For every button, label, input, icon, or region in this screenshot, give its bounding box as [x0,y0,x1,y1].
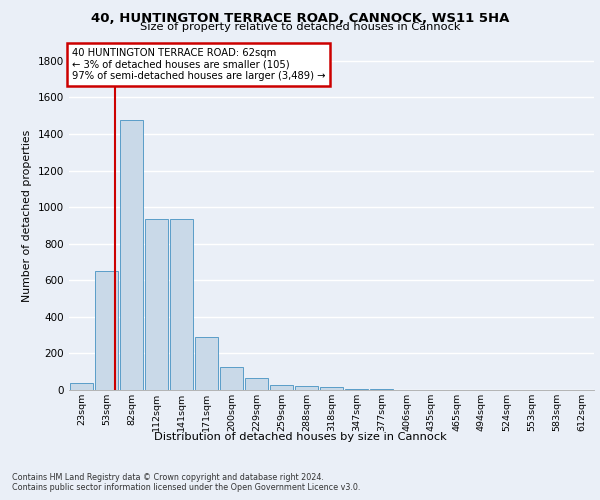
Bar [370,388,393,390]
Bar [295,386,318,390]
Text: Distribution of detached houses by size in Cannock: Distribution of detached houses by size … [154,432,446,442]
Text: Contains public sector information licensed under the Open Government Licence v3: Contains public sector information licen… [12,484,361,492]
Bar [245,378,268,390]
Text: Size of property relative to detached houses in Cannock: Size of property relative to detached ho… [140,22,460,32]
Bar [270,386,293,390]
Bar [320,388,343,390]
Bar [145,219,168,390]
Text: Contains HM Land Registry data © Crown copyright and database right 2024.: Contains HM Land Registry data © Crown c… [12,472,324,482]
Bar [95,271,118,390]
Text: 40, HUNTINGTON TERRACE ROAD, CANNOCK, WS11 5HA: 40, HUNTINGTON TERRACE ROAD, CANNOCK, WS… [91,12,509,26]
Bar [345,388,368,390]
Bar [195,337,218,390]
Bar [220,367,243,390]
Y-axis label: Number of detached properties: Number of detached properties [22,130,32,302]
Text: 40 HUNTINGTON TERRACE ROAD: 62sqm
← 3% of detached houses are smaller (105)
97% : 40 HUNTINGTON TERRACE ROAD: 62sqm ← 3% o… [71,48,325,81]
Bar [70,382,93,390]
Bar [120,120,143,390]
Bar [170,219,193,390]
